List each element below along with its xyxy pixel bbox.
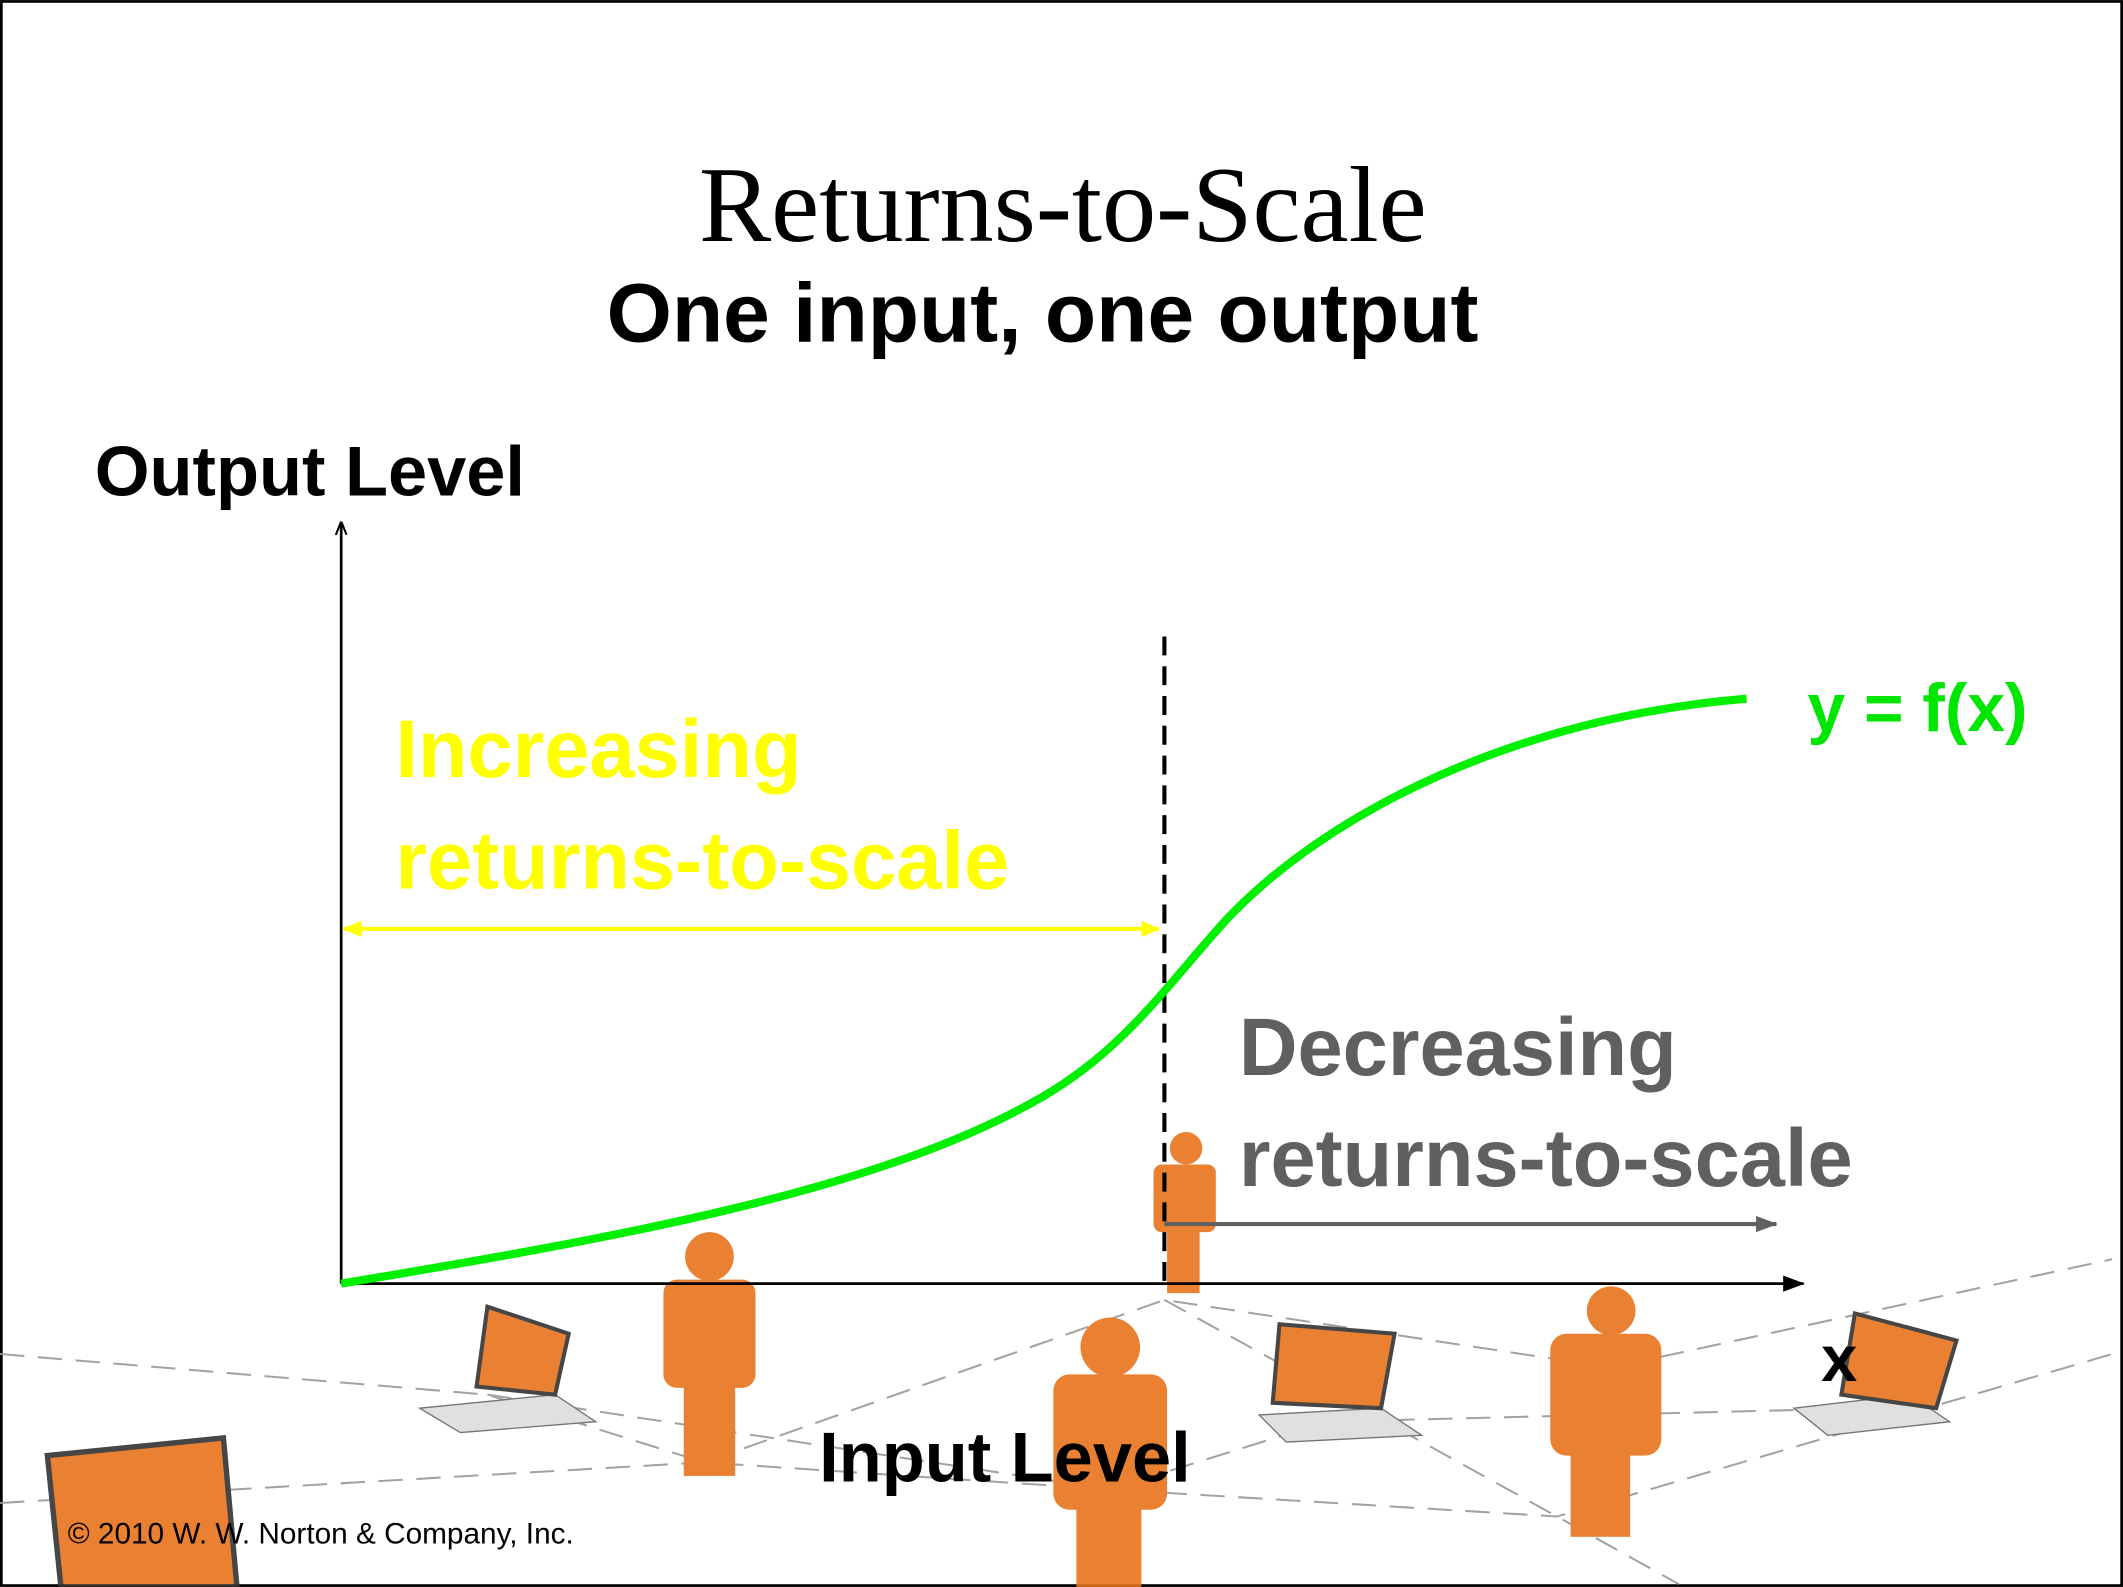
footer: © 2010 W. W. Norton & Company, Inc. xyxy=(68,1518,574,1551)
laptop xyxy=(44,1303,1960,1587)
region-label: returns-to-scale xyxy=(395,815,1009,906)
curve-label: y = f(x) xyxy=(1808,671,2028,746)
y-axis-label: Output Level xyxy=(95,432,525,511)
production-curve xyxy=(340,694,1747,1288)
person xyxy=(663,1131,1662,1587)
x-axis-label: Input Level xyxy=(819,1417,1191,1496)
subtitle: One input, one output xyxy=(607,265,1479,359)
title: Returns-to-Scale xyxy=(699,145,1427,265)
x-axis-symbol: x xyxy=(1821,1322,1857,1395)
region-label: Decreasing xyxy=(1239,1002,1677,1093)
region-label: Increasing xyxy=(395,704,801,795)
background-scene xyxy=(0,1131,2113,1587)
region-label: returns-to-scale xyxy=(1239,1113,1853,1204)
